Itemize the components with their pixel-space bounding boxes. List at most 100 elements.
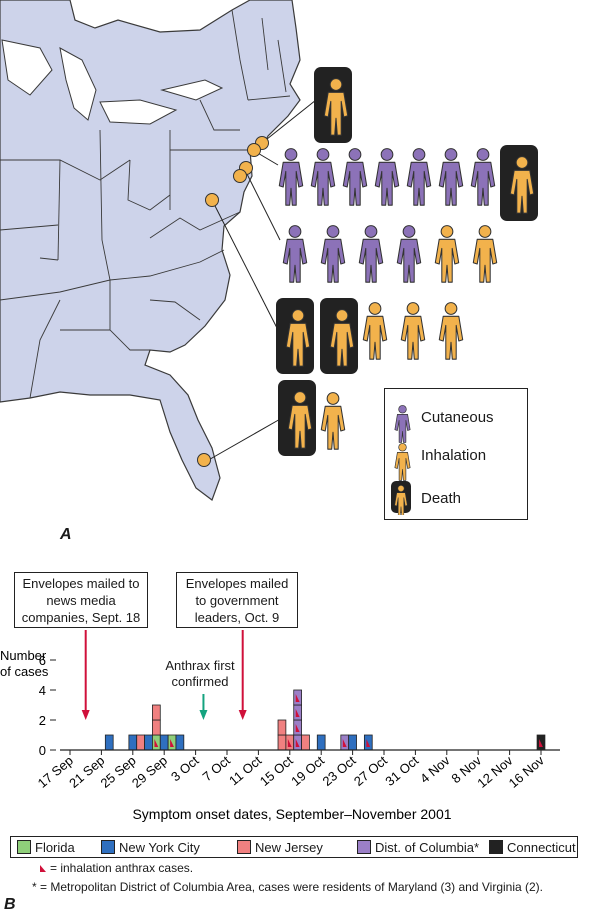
- legend-item-new-york-city: New York City: [101, 840, 200, 855]
- bar-segment: [316, 734, 326, 751]
- state-border: [0, 159, 131, 181]
- bar-segment: [293, 689, 302, 706]
- case-figures: [276, 67, 538, 456]
- bar-segment: [363, 734, 373, 751]
- legend-label: New Jersey: [255, 840, 323, 855]
- panel-a-label: A: [60, 526, 72, 543]
- state-border: [0, 249, 225, 301]
- x-tick-label: 4 Nov: [417, 752, 453, 786]
- legend-death-label: Death: [421, 490, 462, 507]
- legend-swatch: [489, 840, 503, 854]
- person-icon: [320, 225, 346, 283]
- x-tick-label: 23 Oct: [320, 753, 359, 789]
- legend-swatch: [101, 840, 115, 854]
- legend-label: Dist. of Columbia*: [375, 840, 480, 855]
- series-legend: Florida New York City New Jersey Dist. of C…: [10, 836, 578, 858]
- person-icon: [406, 148, 432, 206]
- person-icon: [282, 225, 308, 283]
- bar-segment: [152, 719, 161, 736]
- map-legend: Cutaneous Inhalation Death: [384, 388, 528, 520]
- state-border: [149, 211, 241, 239]
- lake: [160, 79, 224, 101]
- person-icon: [310, 148, 336, 206]
- legend-label: Connecticut: [507, 840, 576, 855]
- y-tick-label: 0: [39, 743, 46, 758]
- exposure-site-marker: [247, 143, 261, 157]
- person-icon: [394, 405, 411, 443]
- state-border: [109, 280, 150, 351]
- site-markers: [197, 136, 269, 467]
- y-tick-label: 2: [39, 713, 46, 728]
- person-icon: [358, 225, 384, 283]
- bar-segment: [277, 719, 287, 736]
- inhalation-marker: [342, 739, 347, 747]
- bars: [104, 689, 546, 751]
- inhalation-marker: [539, 739, 543, 747]
- inhalation-marker: [295, 739, 300, 747]
- person-icon: [394, 485, 408, 515]
- bar-segment: [293, 734, 302, 751]
- callout-news-media: Envelopes mailed to news media companies…: [14, 572, 148, 628]
- bar-segment: [293, 704, 302, 721]
- x-tick-label: 11 Oct: [226, 753, 265, 789]
- person-icon: [470, 148, 496, 206]
- connector-line: [261, 99, 317, 144]
- state-border: [29, 299, 61, 399]
- event-arrow-head: [199, 710, 208, 720]
- x-tick-label: 16 Nov: [506, 752, 548, 790]
- y-tick-label: 6: [39, 653, 46, 668]
- legend-item-dist-of-columbia: Dist. of Columbia*: [357, 840, 479, 855]
- bar-segment: [167, 734, 177, 751]
- inhalation-marker: [366, 739, 371, 747]
- inhalation-marker: [170, 739, 174, 747]
- person-icon: [320, 392, 346, 450]
- bar-segment: [128, 734, 138, 751]
- state-border: [149, 299, 201, 321]
- connector-line: [211, 199, 279, 331]
- y-ticks: 0 2 4 6: [39, 653, 56, 758]
- bar-segment: [536, 734, 546, 751]
- person-icon: [400, 302, 426, 360]
- person-icon: [342, 148, 368, 206]
- inhalation-marker: [154, 739, 159, 747]
- x-tick-label: 15 Oct: [257, 753, 296, 789]
- x-tick-label: 27 Oct: [351, 753, 390, 789]
- legend-item-new-jersey: New Jersey: [237, 840, 323, 855]
- person-icon: [323, 78, 349, 136]
- bar-segment: [175, 734, 185, 751]
- legend-inhalation-label: Inhalation: [421, 447, 487, 464]
- legend-cutaneous-label: Cutaneous: [421, 409, 494, 426]
- person-icon: [438, 148, 464, 206]
- dc-footnote: * = Metropolitan District of Columbia Ar…: [32, 880, 544, 894]
- bar-segment: [152, 704, 161, 721]
- person-icon: [362, 302, 388, 360]
- legend-label: New York City: [119, 840, 200, 855]
- x-tick-label: 3 Oct: [168, 753, 202, 785]
- state-border: [247, 95, 291, 101]
- legend-icons: [391, 405, 411, 515]
- x-tick-label: 19 Oct: [288, 753, 327, 789]
- inhalation-footnote: = inhalation anthrax cases.: [50, 861, 194, 875]
- state-border: [277, 39, 287, 93]
- land-mass: [0, 0, 301, 501]
- state-border: [0, 224, 59, 231]
- person-icon: [278, 148, 304, 206]
- inhalation-marker: [295, 724, 300, 732]
- y-axis-label: Number of cases: [0, 648, 49, 679]
- inhalation-marker: [287, 739, 292, 747]
- event-arrows: [81, 630, 247, 720]
- x-tick-label: 29 Sep: [129, 753, 170, 791]
- inhalation-marker: [295, 694, 300, 702]
- state-border: [231, 9, 249, 101]
- lake: [59, 47, 97, 121]
- bar-segment: [144, 734, 153, 751]
- lake: [99, 99, 178, 125]
- person-icon: [509, 156, 535, 214]
- map-panel: [0, 0, 538, 501]
- exposure-site-marker: [205, 193, 219, 207]
- legend-item-connecticut: Connecticut: [489, 840, 576, 855]
- connector-line: [204, 417, 283, 463]
- bar-segment: [277, 734, 287, 751]
- person-icon: [329, 309, 355, 367]
